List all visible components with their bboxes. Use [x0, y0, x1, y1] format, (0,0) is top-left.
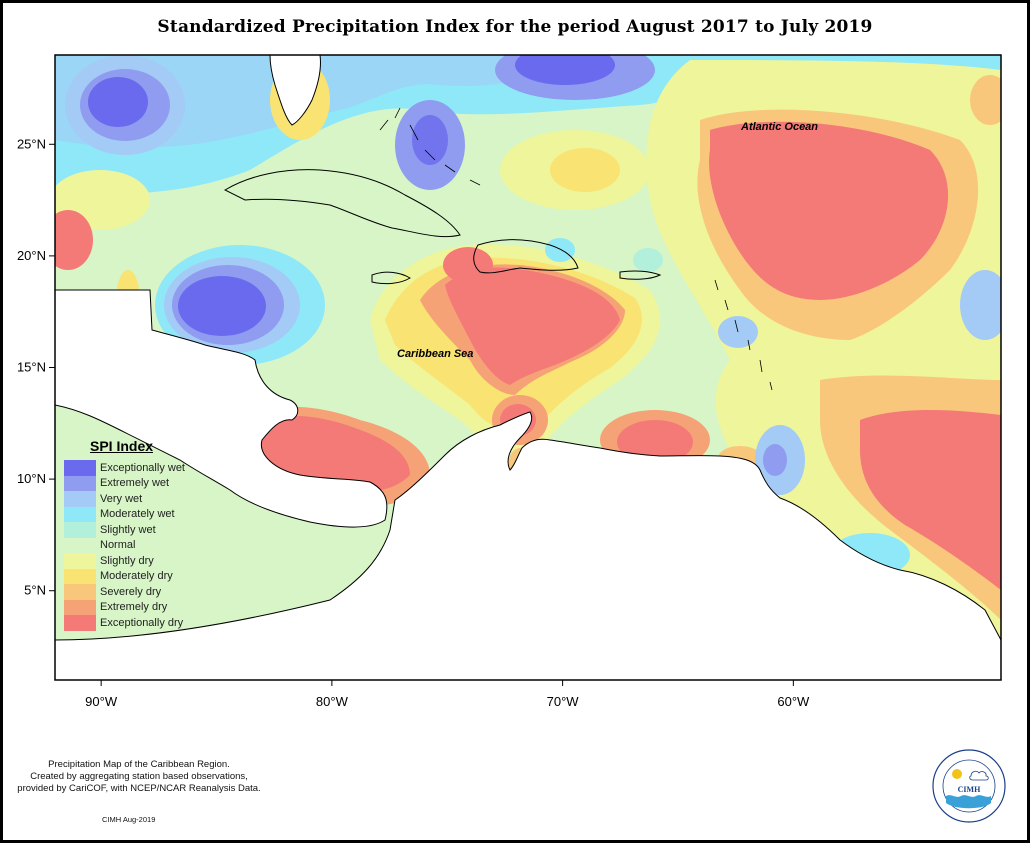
map-footer: Precipitation Map of the Caribbean Regio… [8, 759, 270, 795]
x-tick-label: 90°W [85, 694, 118, 709]
land-florida [269, 55, 321, 126]
cimh-logo: CIMH [932, 749, 1006, 823]
legend-title: SPI Index [90, 438, 154, 454]
legend-item: Exceptionally dry [64, 615, 194, 631]
legend-swatch [64, 553, 96, 569]
spi-trinidad-extremely-wet [763, 444, 787, 476]
spi-wet-pr [545, 238, 575, 262]
spi-wet-east [960, 270, 1001, 340]
legend-label: Slightly wet [100, 523, 156, 536]
map-title: Standardized Precipitation Index for the… [157, 17, 873, 37]
x-tick-label: 60°W [777, 694, 810, 709]
x-tick-label: 70°W [547, 694, 580, 709]
legend-item: Moderately dry [64, 568, 194, 584]
legend-label: Severely dry [100, 585, 162, 598]
footer-line-3: provided by CariCOF, with NCEP/NCAR Rean… [17, 783, 261, 794]
legend-label: Slightly dry [100, 554, 154, 567]
legend-swatch [64, 568, 96, 584]
spi-exceptionally-wet-gulf [88, 77, 148, 127]
atlantic-ocean-label: Atlantic Ocean [740, 121, 818, 133]
footer-line-2: Created by aggregating station based obs… [30, 771, 248, 782]
land-bahamas [379, 107, 481, 186]
legend-swatch [64, 491, 96, 507]
land-cuba [223, 169, 461, 238]
y-tick-label: 5°N [24, 583, 46, 598]
land-puerto-rico [619, 270, 662, 280]
legend-label: Exceptionally wet [100, 461, 185, 474]
y-tick-label: 20°N [17, 248, 46, 263]
land-lesser-antilles [714, 279, 773, 391]
caribbean-sea-label: Caribbean Sea [397, 348, 473, 360]
spi-exceptionally-wet-honduras [178, 276, 266, 336]
legend-item: Extremely dry [64, 599, 194, 615]
waves-icon [946, 795, 991, 809]
legend-item: Slightly wet [64, 522, 194, 538]
y-tick-label: 25°N [17, 136, 46, 151]
legend-label: Extremely wet [100, 477, 170, 490]
spi-mexico-exdry [55, 210, 93, 270]
y-tick-label: 10°N [17, 471, 46, 486]
legend-items: Exceptionally wet Extremely wet Very wet Mo… [64, 460, 194, 631]
legend-item: Slightly dry [64, 553, 194, 569]
spi-venezuela-coast-exdry [617, 420, 693, 464]
spi-dry-ne [970, 75, 1001, 125]
legend-swatch [64, 522, 96, 538]
legend-label: Exceptionally dry [100, 616, 184, 629]
spi-caribbean-exceptionally-dry [445, 267, 620, 385]
credit-text: CIMH Aug-2019 [102, 815, 156, 824]
legend-swatch [64, 506, 96, 522]
legend-swatch [64, 475, 96, 491]
spi-field [55, 55, 1001, 680]
legend-label: Normal [100, 539, 136, 552]
land-hispaniola [473, 239, 579, 274]
spi-exwet-top [515, 55, 615, 85]
spi-legend: SPI Index Exceptionally wet Extremely wet… [64, 438, 194, 631]
footer-line-1: Precipitation Map of the Caribbean Regio… [48, 759, 230, 770]
legend-swatch [64, 537, 96, 553]
spi-atlantic-se-exdry [860, 410, 1001, 590]
legend-label: Moderately wet [100, 508, 175, 521]
spi-exwet-bahamas [412, 115, 448, 165]
spi-atlantic-exceptionally-dry [709, 121, 949, 300]
legend-item: Exceptionally wet [64, 460, 194, 476]
spi-moderately-dry-1 [550, 148, 620, 192]
legend-swatch [64, 460, 96, 476]
legend-item: Extremely wet [64, 475, 194, 491]
legend-swatch [64, 599, 96, 615]
y-tick-label: 15°N [17, 360, 46, 375]
legend-label: Very wet [100, 492, 143, 505]
logo-text: CIMH [958, 785, 981, 794]
spi-slightly-wet-islands [633, 248, 663, 272]
x-axis: 90°W 80°W 70°W 60°W [85, 680, 810, 709]
y-axis: 25°N 20°N 15°N 10°N 5°N [17, 136, 55, 598]
legend-swatch [64, 615, 96, 631]
legend-item: Severely dry [64, 584, 194, 600]
land-jamaica [371, 271, 411, 285]
legend-item: Normal [64, 537, 194, 553]
land-south-america [55, 411, 1001, 680]
x-tick-label: 80°W [316, 694, 349, 709]
legend-label: Extremely dry [100, 601, 168, 614]
sun-icon [952, 769, 962, 779]
legend-swatch [64, 584, 96, 600]
legend-label: Moderately dry [100, 570, 173, 583]
spi-haiti-exdry [443, 247, 493, 283]
legend-item: Very wet [64, 491, 194, 507]
cloud-icon [969, 770, 989, 781]
land-central-america [55, 289, 388, 528]
legend-item: Moderately wet [64, 506, 194, 522]
